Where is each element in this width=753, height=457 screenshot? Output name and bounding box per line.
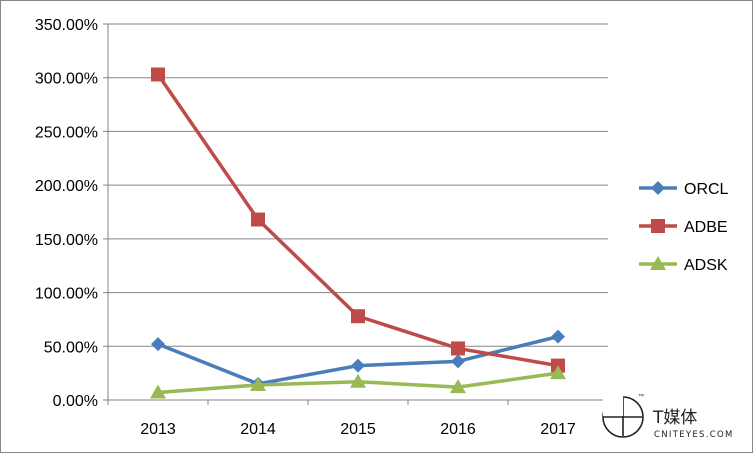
watermark-tm: ™ — [638, 393, 644, 400]
legend-item-adbe: ADBE — [639, 219, 728, 236]
watermark-name: T媒体 — [652, 408, 697, 428]
legend: ORCL ADBE ADSK — [639, 181, 729, 274]
x-tick-label: 2016 — [440, 421, 476, 438]
data-point-adbe — [251, 212, 265, 227]
x-tick-label: 2017 — [540, 421, 576, 438]
y-tick-label: 100.00% — [35, 286, 98, 303]
data-point-adbe — [151, 67, 165, 82]
legend-marker-adbe — [651, 219, 665, 233]
y-tick-label: 0.00% — [53, 393, 98, 410]
data-point-adbe — [351, 309, 365, 324]
legend-item-orcl: ORCL — [639, 181, 729, 198]
data-point-adsk — [350, 373, 366, 388]
data-point-adbe — [451, 341, 465, 356]
data-point-orcl — [351, 358, 365, 373]
data-point-adsk — [550, 365, 566, 380]
gridlines — [108, 23, 608, 347]
y-tick-label: 350.00% — [35, 17, 98, 34]
y-tick-label: 300.00% — [35, 71, 98, 88]
y-axis-tick-labels: 0.00% 50.00% 100.00% 150.00% 200.00% 250.00% 3… — [35, 17, 98, 410]
series-adbe — [151, 67, 565, 373]
y-tick-label: 50.00% — [44, 339, 98, 356]
y-tick-label: 150.00% — [35, 232, 98, 249]
x-tick-label: 2015 — [340, 421, 376, 438]
data-point-orcl — [451, 354, 465, 369]
data-point-adsk — [250, 376, 266, 391]
data-point-orcl — [551, 329, 565, 344]
watermark-logo: T媒体 CNITEYES.COM ™ — [602, 393, 734, 440]
data-point-orcl — [151, 337, 165, 352]
legend-label-adsk: ADSK — [684, 257, 728, 274]
legend-marker-adsk — [650, 256, 666, 270]
x-tick-label: 2013 — [140, 421, 176, 438]
x-tick-label: 2014 — [240, 421, 276, 438]
x-axis-tick-labels: 2013 2014 2015 2016 2017 — [140, 421, 576, 438]
legend-marker-orcl — [651, 181, 665, 195]
axes — [103, 23, 609, 405]
watermark-url: CNITEYES.COM — [654, 430, 734, 440]
y-tick-label: 250.00% — [35, 124, 98, 141]
legend-label-orcl: ORCL — [684, 181, 729, 198]
data-point-adsk — [450, 379, 466, 394]
data-point-adsk — [150, 384, 166, 399]
legend-label-adbe: ADBE — [684, 219, 728, 236]
series-lines — [150, 67, 566, 399]
y-tick-label: 200.00% — [35, 178, 98, 195]
series-adsk — [150, 365, 566, 399]
legend-item-adsk: ADSK — [639, 256, 728, 274]
watermark-mask — [603, 395, 623, 416]
